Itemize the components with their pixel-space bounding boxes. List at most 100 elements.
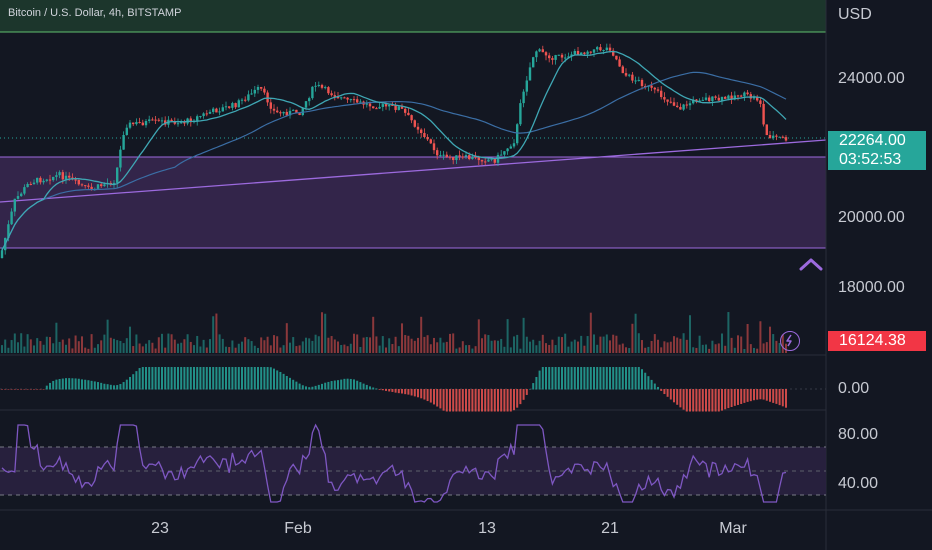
volume-bar (183, 339, 186, 353)
rsi-tick-40: 40.00 (838, 475, 879, 492)
candle-body (90, 186, 93, 190)
volume-bar (237, 343, 240, 353)
volume-bar (381, 336, 384, 353)
volume-bar (468, 345, 471, 353)
macd-bar (237, 367, 240, 390)
volume-bar (500, 338, 503, 353)
candle-body (352, 99, 356, 101)
volume-bar (250, 341, 253, 353)
volume-bar (58, 341, 61, 353)
candle-body (736, 95, 740, 97)
volume-bar (330, 336, 333, 353)
lightning-icon[interactable] (780, 331, 800, 351)
macd-bar (599, 367, 602, 390)
price-tick-18000: 18000.00 (838, 279, 905, 296)
macd-bar (439, 389, 442, 409)
macd-bar (551, 367, 554, 390)
volume-bar (343, 344, 346, 353)
candle-body (314, 85, 317, 87)
candle-body (29, 183, 32, 185)
macd-bar (346, 378, 349, 390)
macd-bar (420, 389, 423, 399)
candle-body (247, 94, 250, 101)
volume-bar (74, 335, 77, 353)
candle-body (528, 67, 532, 81)
volume-bar (77, 341, 80, 353)
volume-bar (39, 341, 42, 353)
chevron-up-icon[interactable] (798, 254, 824, 274)
macd-bar (593, 367, 595, 390)
macd-bar (609, 367, 611, 390)
macd-bar (106, 384, 109, 390)
macd-bar (657, 386, 659, 390)
candle-body (560, 54, 564, 58)
macd-bar (538, 370, 541, 390)
macd-histogram (1, 367, 787, 412)
macd-bar (401, 389, 403, 394)
macd-bar (65, 378, 67, 390)
volume-bar (714, 344, 717, 353)
candle-body (708, 97, 711, 102)
macd-bar (404, 389, 407, 395)
candle-body (554, 55, 557, 60)
volume-bar (567, 346, 570, 353)
macd-bar (711, 389, 714, 412)
candle-body (7, 224, 10, 238)
macd-bar (1, 389, 3, 390)
candle-body (522, 91, 525, 104)
candle-body (644, 85, 647, 87)
candle-body (477, 157, 480, 161)
macd-bar (199, 367, 202, 390)
volume-bar (71, 348, 74, 353)
macd-bar (570, 367, 573, 390)
macd-bar (746, 389, 749, 402)
volume-bar (193, 345, 195, 353)
macd-bar (737, 389, 739, 405)
macd-bar (263, 367, 266, 390)
volume-bar (679, 338, 682, 353)
macd-bar (209, 367, 211, 390)
volume-bar (221, 338, 224, 353)
volume-bar (84, 347, 87, 353)
volume-bar (257, 347, 259, 353)
macd-bar (196, 367, 199, 390)
volume-bar (417, 337, 419, 353)
candle-body (301, 107, 304, 116)
volume-bar (573, 339, 576, 353)
volume-bar (340, 344, 343, 353)
macd-bar (612, 367, 615, 390)
macd-bar (186, 367, 189, 390)
candle-body (292, 109, 295, 111)
candle-body (272, 108, 276, 111)
candle-body (724, 96, 727, 99)
candle-body (628, 74, 631, 76)
volume-bar (138, 343, 141, 353)
macd-bar (154, 367, 157, 390)
volume-bar (743, 348, 746, 353)
macd-bar (679, 389, 682, 408)
volume-bar (602, 336, 605, 353)
macd-bar (276, 370, 279, 390)
volume-bar (759, 321, 762, 353)
candle-body (570, 54, 573, 57)
macd-bar (397, 389, 400, 394)
candle-body (372, 106, 375, 109)
candle-body (20, 193, 23, 197)
macd-bar (583, 367, 586, 390)
candle-body (340, 97, 343, 99)
volume-bar (708, 348, 711, 353)
volume-bar (449, 333, 451, 353)
macd-bar (564, 367, 567, 390)
macd-bar (452, 389, 455, 412)
candle-body (13, 198, 16, 212)
candle-body (74, 179, 77, 181)
volume-bar (397, 346, 400, 353)
volume-bar (164, 347, 167, 353)
volume-bar (519, 348, 522, 353)
volume-bar (129, 326, 131, 353)
macd-bar (122, 382, 125, 390)
volume-bar (161, 333, 163, 353)
macd-bar (673, 389, 675, 403)
macd-bar (769, 389, 771, 402)
